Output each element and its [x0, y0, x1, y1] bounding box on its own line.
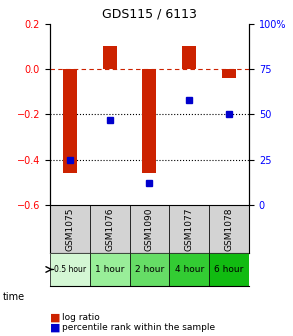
- FancyBboxPatch shape: [169, 253, 209, 286]
- Text: GSM1090: GSM1090: [145, 207, 154, 251]
- FancyBboxPatch shape: [209, 253, 249, 286]
- Bar: [222, 69, 236, 78]
- Bar: [103, 46, 117, 69]
- FancyBboxPatch shape: [90, 205, 130, 253]
- FancyBboxPatch shape: [130, 253, 169, 286]
- Text: GSM1077: GSM1077: [185, 207, 194, 251]
- Text: ■: ■: [50, 323, 60, 333]
- Text: 0.5 hour: 0.5 hour: [54, 265, 86, 274]
- Text: time: time: [3, 292, 25, 302]
- FancyBboxPatch shape: [209, 205, 249, 253]
- FancyBboxPatch shape: [50, 253, 90, 286]
- FancyBboxPatch shape: [90, 253, 130, 286]
- Bar: [142, 69, 156, 173]
- Bar: [63, 69, 77, 173]
- Text: 1 hour: 1 hour: [95, 265, 124, 274]
- Text: GSM1078: GSM1078: [225, 207, 234, 251]
- Text: 4 hour: 4 hour: [175, 265, 204, 274]
- FancyBboxPatch shape: [130, 205, 169, 253]
- Text: GSM1076: GSM1076: [105, 207, 114, 251]
- FancyBboxPatch shape: [169, 205, 209, 253]
- Bar: [182, 46, 196, 69]
- Text: 6 hour: 6 hour: [214, 265, 244, 274]
- Text: 2 hour: 2 hour: [135, 265, 164, 274]
- Title: GDS115 / 6113: GDS115 / 6113: [102, 8, 197, 21]
- FancyBboxPatch shape: [50, 205, 90, 253]
- Text: percentile rank within the sample: percentile rank within the sample: [62, 323, 215, 332]
- Text: GSM1075: GSM1075: [65, 207, 74, 251]
- Text: ■: ■: [50, 312, 60, 323]
- Text: log ratio: log ratio: [62, 313, 99, 322]
